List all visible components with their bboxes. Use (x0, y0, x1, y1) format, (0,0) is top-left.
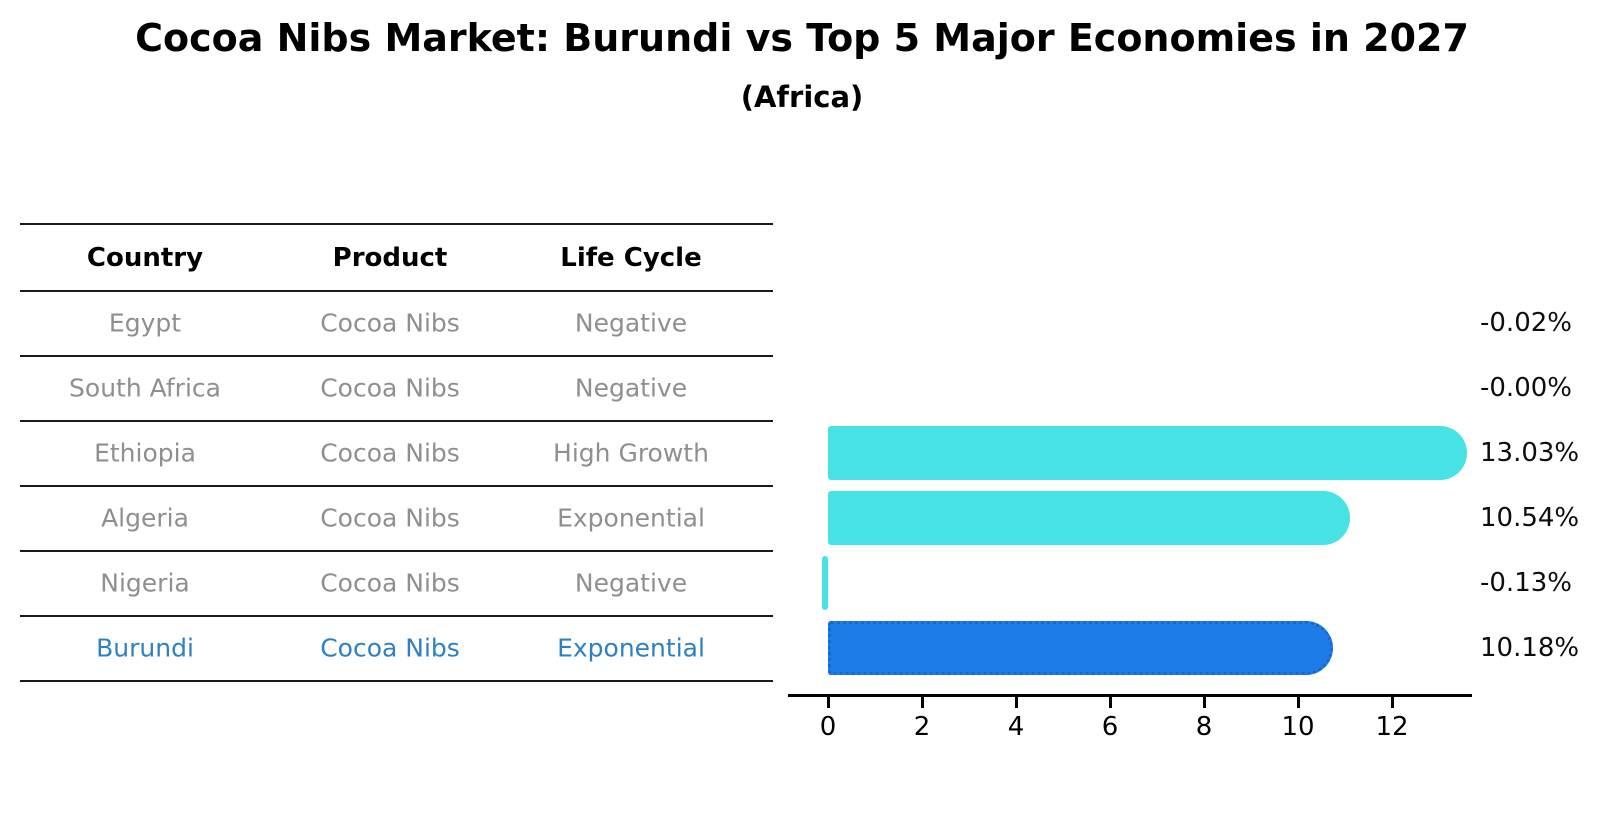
column-header-product: Product (332, 242, 448, 273)
cell-life-cycle: Negative (574, 373, 688, 402)
x-tick (1202, 697, 1206, 708)
value-label: 13.03% (1480, 437, 1580, 468)
cell-country: Egypt (108, 308, 182, 337)
cell-product: Cocoa Nibs (320, 438, 460, 467)
cell-product: Cocoa Nibs (320, 633, 460, 662)
x-tick (826, 697, 830, 708)
column-header-country: Country (86, 242, 204, 273)
cell-life-cycle: Exponential (557, 633, 705, 662)
cell-life-cycle: High Growth (553, 438, 709, 467)
table-divider (20, 680, 773, 682)
x-tick-label: 0 (819, 712, 837, 742)
x-tick (1014, 697, 1018, 708)
cell-life-cycle: Negative (574, 308, 688, 337)
table-divider (20, 355, 773, 357)
value-label: -0.00% (1480, 372, 1572, 403)
x-tick-label: 12 (1375, 712, 1409, 742)
bar (821, 555, 828, 610)
column-header-life-cycle: Life Cycle (560, 242, 702, 273)
page-subtitle: (Africa) (740, 80, 864, 114)
table-divider (20, 420, 773, 422)
cell-product: Cocoa Nibs (320, 503, 460, 532)
value-label: 10.18% (1480, 632, 1580, 663)
x-tick-label: 2 (913, 712, 931, 742)
highlight-bar (828, 620, 1334, 675)
x-tick (1296, 697, 1300, 708)
table-divider (20, 485, 773, 487)
cell-country: Nigeria (100, 568, 190, 597)
cell-product: Cocoa Nibs (320, 568, 460, 597)
table-divider (20, 615, 773, 617)
x-tick (920, 697, 924, 708)
x-tick-label: 8 (1195, 712, 1213, 742)
bar (828, 425, 1468, 480)
x-axis (788, 694, 1472, 697)
cell-product: Cocoa Nibs (320, 308, 460, 337)
value-label: 10.54% (1480, 502, 1580, 533)
x-tick-label: 4 (1007, 712, 1025, 742)
cell-product: Cocoa Nibs (320, 373, 460, 402)
cell-life-cycle: Negative (574, 568, 688, 597)
bar (828, 490, 1351, 545)
cell-country: South Africa (69, 373, 221, 402)
page-title: Cocoa Nibs Market: Burundi vs Top 5 Majo… (135, 16, 1469, 60)
x-tick (1108, 697, 1112, 708)
value-label: -0.02% (1480, 307, 1572, 338)
table-divider (20, 223, 773, 225)
cell-country: Algeria (101, 503, 189, 532)
cell-country: Ethiopia (94, 438, 196, 467)
x-tick-label: 6 (1101, 712, 1119, 742)
x-tick-label: 10 (1281, 712, 1315, 742)
table-divider (20, 550, 773, 552)
cell-country: Burundi (96, 633, 194, 662)
table-divider (20, 290, 773, 292)
x-tick (1390, 697, 1394, 708)
value-label: -0.13% (1480, 567, 1572, 598)
cell-life-cycle: Exponential (557, 503, 705, 532)
